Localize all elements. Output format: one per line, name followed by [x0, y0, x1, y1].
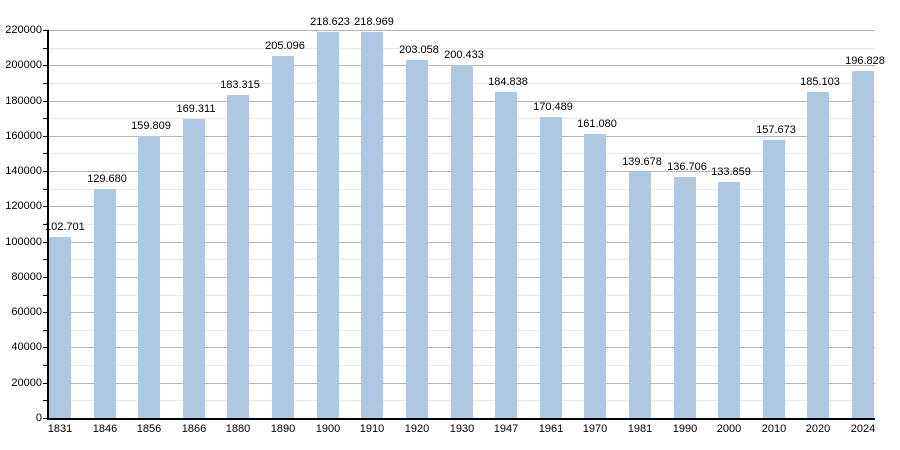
- bar-value-label: 129.680: [87, 173, 127, 185]
- y-axis-tick: [43, 347, 48, 348]
- bar-value-label: 133.859: [711, 166, 751, 178]
- bar-value-label: 203.058: [399, 44, 439, 56]
- x-tick-label-1920: 1920: [404, 423, 430, 435]
- y-axis-tick: [43, 48, 48, 49]
- y-axis-tick: [43, 295, 48, 296]
- x-tick-label-1880: 1880: [225, 423, 251, 435]
- y-axis-tick: [43, 259, 48, 260]
- y-axis-tick: [43, 189, 48, 190]
- bar-value-label: 169.311: [176, 103, 216, 115]
- x-tick-label-1947: 1947: [493, 423, 519, 435]
- y-tick-label: 60000: [11, 306, 42, 318]
- x-tick-label-1961: 1961: [538, 423, 564, 435]
- y-axis-tick: [43, 330, 48, 331]
- x-tick-label-1970: 1970: [582, 423, 608, 435]
- y-axis-line: [47, 30, 49, 420]
- y-axis-tick: [43, 65, 48, 66]
- bar-1961: [540, 117, 562, 418]
- y-tick-label: 20000: [11, 377, 42, 389]
- bar-1990: [674, 177, 696, 418]
- bar-1900: [317, 32, 339, 418]
- bar-value-label: 200.433: [444, 49, 484, 61]
- x-tick-label-1910: 1910: [359, 423, 385, 435]
- bar-value-label: 102.701: [45, 221, 85, 233]
- bar-1981: [629, 172, 651, 418]
- bar-2010: [763, 140, 785, 418]
- y-axis-tick: [43, 83, 48, 84]
- bar-value-label: 159.809: [131, 120, 171, 132]
- bar-1831: [49, 237, 71, 418]
- x-tick-label-1890: 1890: [270, 423, 296, 435]
- y-axis-tick: [43, 171, 48, 172]
- y-axis-tick: [43, 224, 48, 225]
- x-axis-line: [47, 418, 875, 420]
- y-tick-label: 200000: [5, 59, 42, 71]
- y-tick-label: 40000: [11, 341, 42, 353]
- x-tick-label-1900: 1900: [315, 423, 341, 435]
- y-axis-tick: [43, 136, 48, 137]
- bar-2020: [807, 92, 829, 418]
- y-axis-tick: [43, 418, 48, 419]
- y-tick-label: 100000: [5, 236, 42, 248]
- bar-1920: [406, 60, 428, 418]
- bar-value-label: 157.673: [756, 124, 796, 136]
- x-tick-label-1981: 1981: [627, 423, 653, 435]
- y-axis-tick: [43, 242, 48, 243]
- x-tick-label-1930: 1930: [449, 423, 475, 435]
- bar-1890: [272, 56, 294, 418]
- y-tick-label: 120000: [5, 200, 42, 212]
- bar-value-label: 136.706: [667, 161, 707, 173]
- y-axis-tick: [43, 277, 48, 278]
- bar-1866: [183, 119, 205, 418]
- x-tick-label-2020: 2020: [805, 423, 831, 435]
- bar-1846: [94, 189, 116, 418]
- bar-value-label: 183.315: [220, 79, 260, 91]
- bar-2024: [852, 71, 874, 418]
- x-tick-label-2000: 2000: [716, 423, 742, 435]
- bar-value-label: 161.080: [577, 118, 617, 130]
- bar-value-label: 185.103: [800, 76, 840, 88]
- bar-1910: [361, 32, 383, 418]
- x-tick-label-1831: 1831: [47, 423, 73, 435]
- bar-value-label: 184.838: [488, 76, 528, 88]
- bar-2000: [718, 182, 740, 418]
- y-axis-tick: [43, 383, 48, 384]
- y-axis-tick: [43, 101, 48, 102]
- y-tick-label: 0: [35, 412, 42, 424]
- y-tick-label: 220000: [5, 24, 42, 36]
- y-axis-tick: [43, 30, 48, 31]
- bar-value-label: 218.969: [354, 16, 394, 28]
- y-axis-tick: [43, 206, 48, 207]
- bar-1947: [495, 92, 517, 418]
- y-tick-label: 140000: [5, 165, 42, 177]
- y-axis-tick: [43, 400, 48, 401]
- bar-value-label: 139.678: [622, 156, 662, 168]
- bar-value-label: 196.828: [845, 55, 885, 67]
- x-tick-label-2024: 2024: [850, 423, 876, 435]
- bar-value-label: 205.096: [265, 40, 305, 52]
- y-axis-tick: [43, 312, 48, 313]
- x-tick-label-1866: 1866: [181, 423, 207, 435]
- y-axis-tick: [43, 118, 48, 119]
- y-axis-tick: [43, 365, 48, 366]
- x-tick-label-1990: 1990: [672, 423, 698, 435]
- x-tick-label-2010: 2010: [761, 423, 787, 435]
- bar-value-label: 170.489: [533, 101, 573, 113]
- bar-value-label: 218.623: [310, 16, 350, 28]
- y-axis-tick: [43, 153, 48, 154]
- bar-1856: [138, 136, 160, 418]
- x-tick-label-1856: 1856: [136, 423, 162, 435]
- x-tick-label-1846: 1846: [92, 423, 118, 435]
- major-gridline: [48, 30, 875, 31]
- y-tick-label: 160000: [5, 130, 42, 142]
- y-tick-label: 180000: [5, 95, 42, 107]
- y-tick-label: 80000: [11, 271, 42, 283]
- bar-1930: [451, 65, 473, 418]
- bar-1880: [227, 95, 249, 418]
- bar-1970: [584, 134, 606, 418]
